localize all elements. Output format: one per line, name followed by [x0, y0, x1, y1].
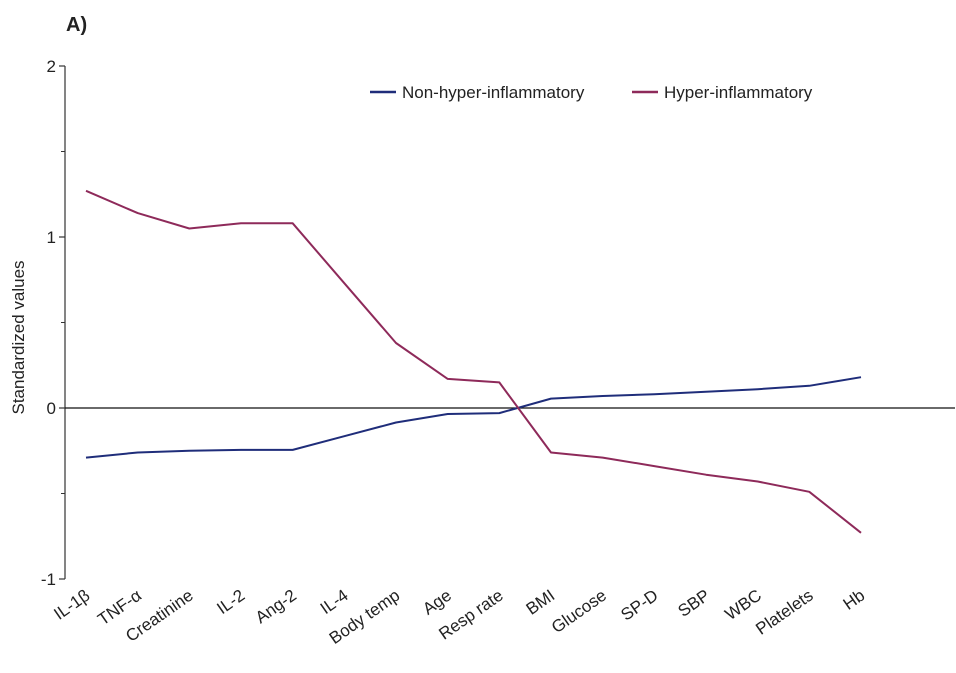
x-tick-label: Glucose: [548, 586, 610, 637]
x-tick-label: BMI: [523, 586, 559, 619]
x-tick-label: Platelets: [752, 586, 816, 639]
legend-label: Non-hyper-inflammatory: [402, 83, 585, 102]
panel-label: A): [66, 14, 88, 36]
x-tick-label: Age: [419, 586, 455, 619]
series-line-non-hyper-inflammatory: [85, 376, 862, 459]
y-tick-label: 0: [47, 399, 56, 418]
chart-legend: Non-hyper-inflammatory Hyper-inflammatory: [370, 83, 813, 102]
y-tick-label: 1: [47, 228, 56, 247]
series-line-hyper-inflammatory: [85, 189, 862, 534]
x-tick-label: Ang-2: [252, 586, 300, 628]
x-tick-label: IL-2: [213, 586, 248, 618]
y-tick-label: -1: [41, 570, 56, 589]
x-tick-label: SBP: [675, 586, 714, 621]
y-tick-label: 2: [47, 57, 56, 76]
chart-series: [85, 189, 862, 534]
x-tick-label: SP-D: [617, 586, 661, 625]
legend-label: Hyper-inflammatory: [664, 83, 813, 102]
x-tick-label: IL-4: [317, 586, 352, 618]
y-axis-title: Standardized values: [9, 260, 28, 414]
x-tick-label: Hb: [840, 586, 869, 614]
x-tick-label: IL-1β: [50, 586, 93, 624]
